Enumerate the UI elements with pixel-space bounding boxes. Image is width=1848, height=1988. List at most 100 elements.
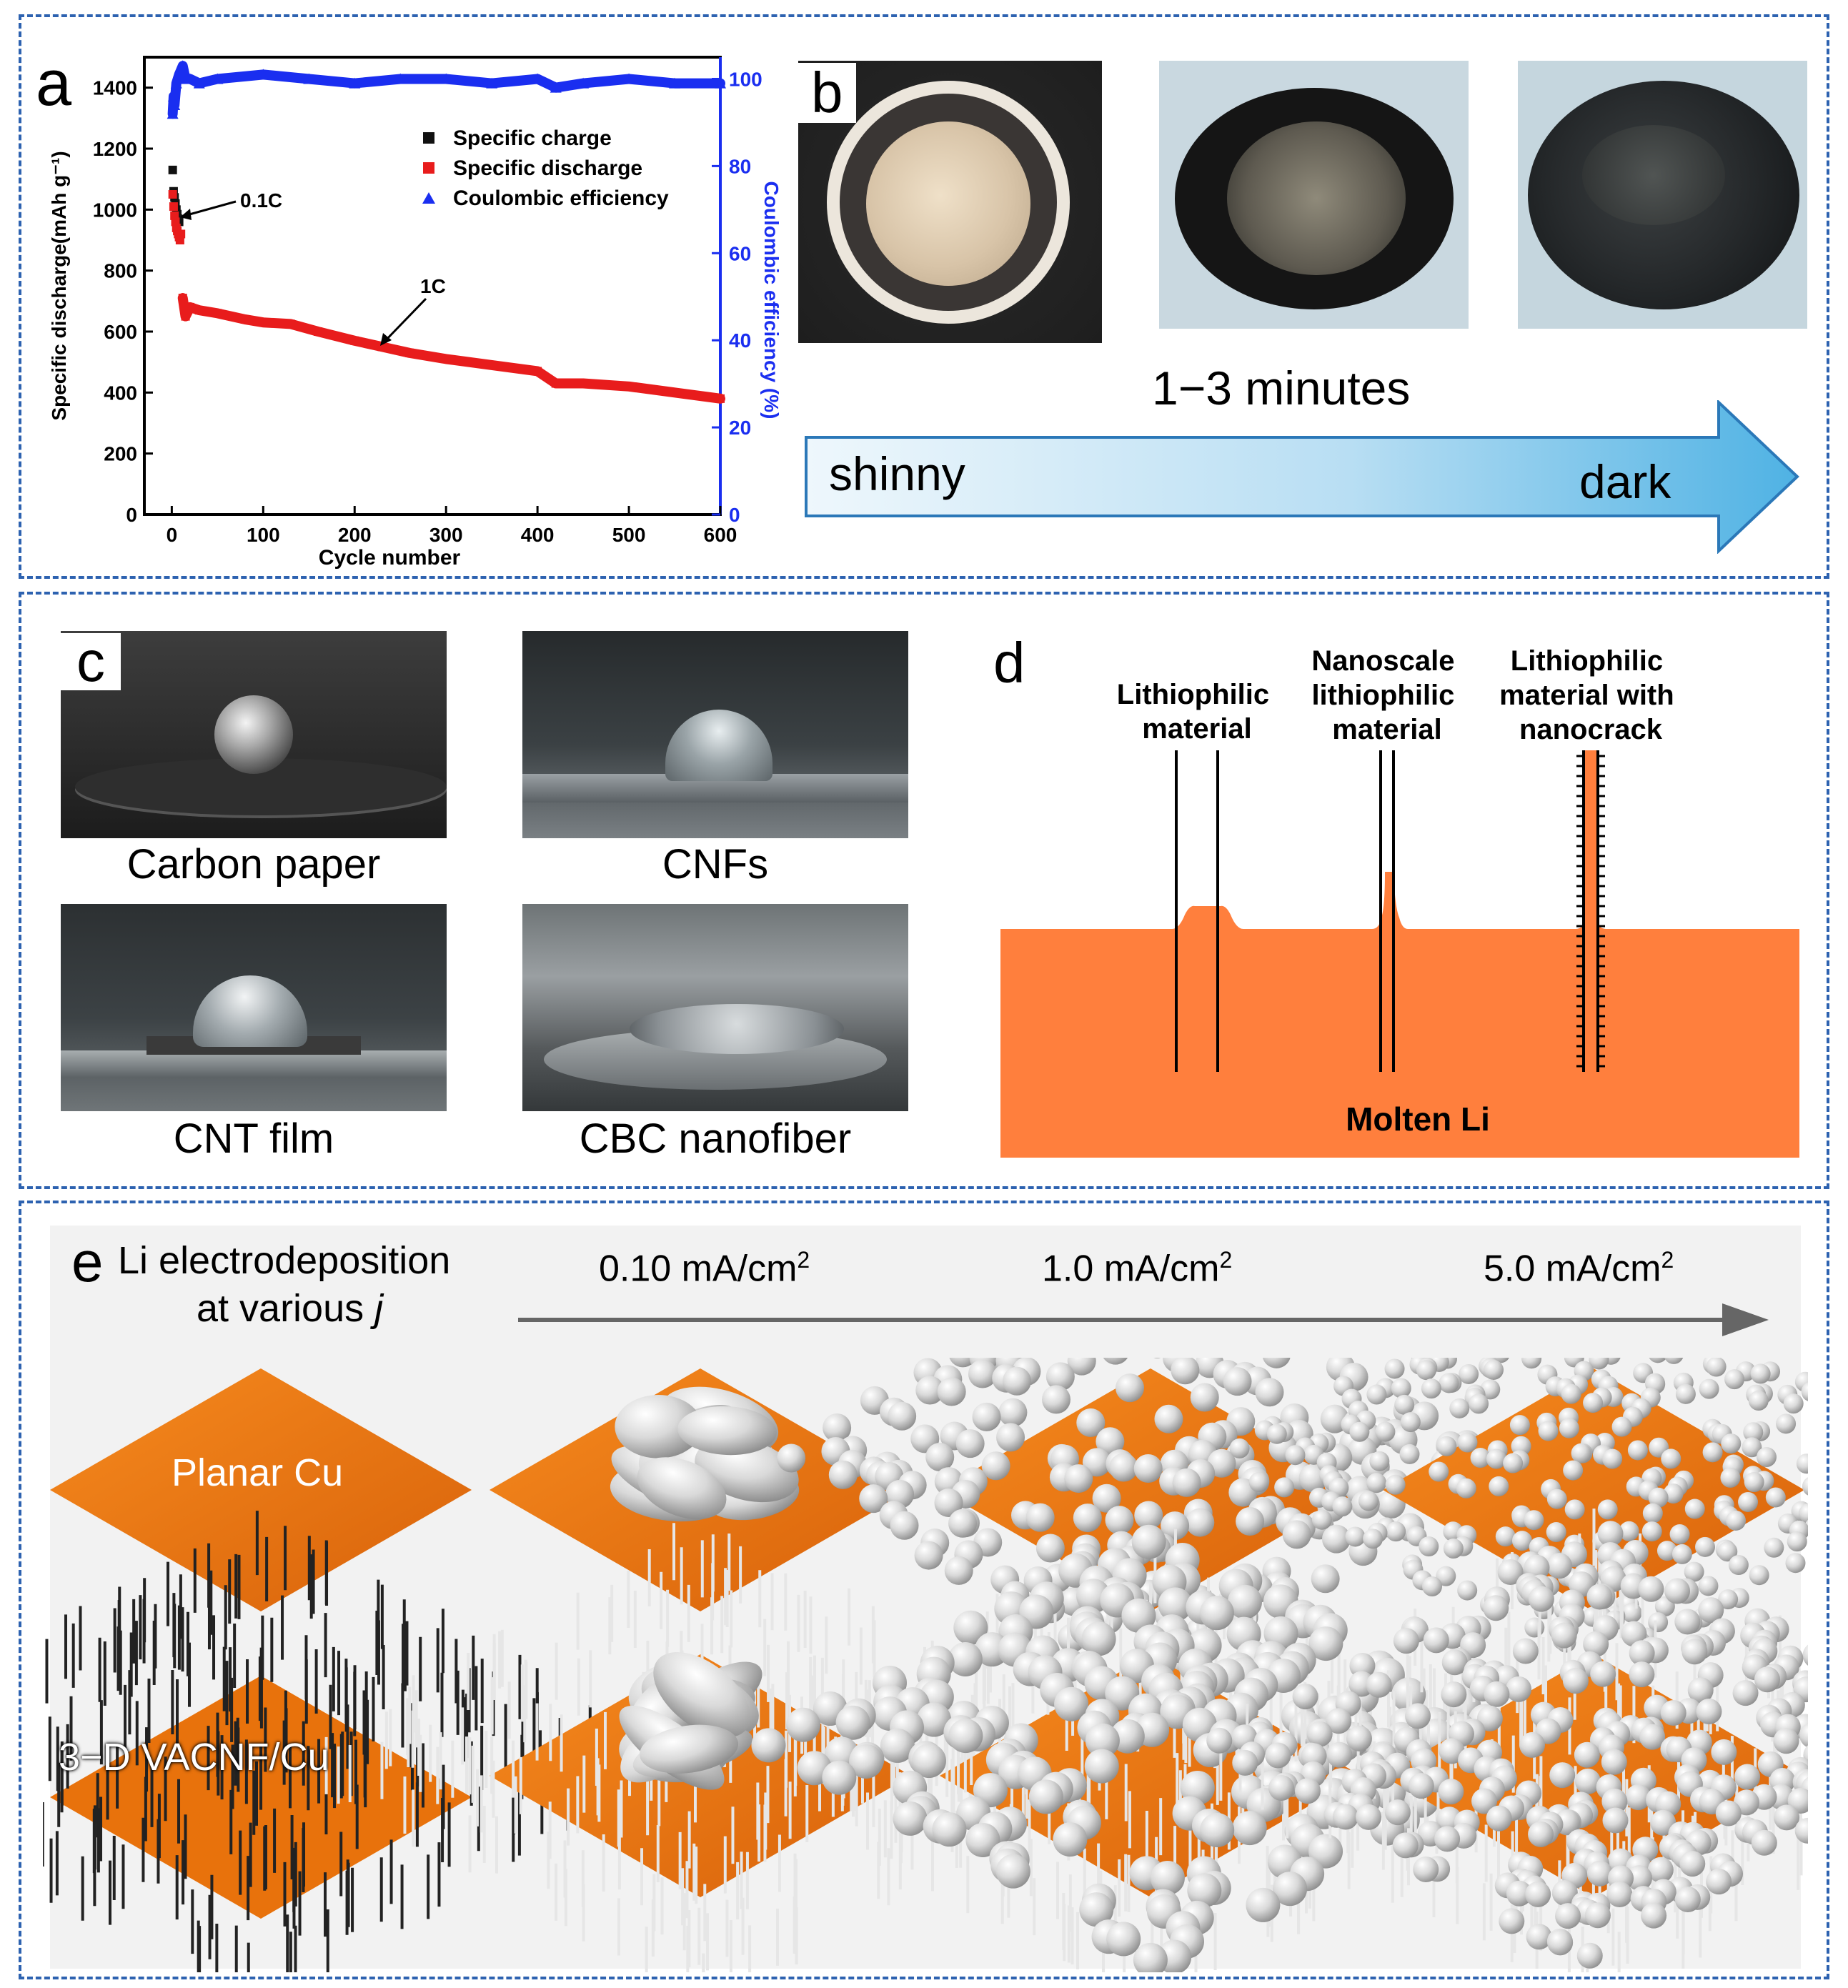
y2-tick-label: 60 <box>729 242 751 264</box>
tile-r0-c1 <box>490 1368 911 1611</box>
li-sphere <box>1611 1416 1632 1437</box>
li-sphere <box>1301 1743 1327 1769</box>
y-tick-label: 1000 <box>93 199 137 221</box>
li-sphere <box>1750 1363 1771 1384</box>
li-sphere <box>1273 1872 1308 1907</box>
li-sphere <box>1385 1474 1406 1495</box>
li-sphere <box>1743 1422 1764 1443</box>
li-sphere <box>1274 1477 1295 1498</box>
li-sphere <box>1423 1627 1449 1654</box>
li-sphere <box>1698 1597 1724 1624</box>
li-sphere <box>1664 1358 1684 1364</box>
legend-marker <box>423 132 434 144</box>
li-sphere <box>1171 1358 1200 1385</box>
dendrite <box>653 1651 750 1738</box>
li-sphere <box>1322 1524 1351 1554</box>
photo-c-cnfs <box>522 631 908 838</box>
li-sphere <box>1067 1358 1096 1376</box>
li-sphere <box>1648 1612 1669 1633</box>
panel-d-diagram: Lithiophilic material Nanoscale lithioph… <box>1000 645 1799 1158</box>
li-sphere <box>1519 1731 1546 1758</box>
li-sphere <box>1386 1521 1406 1542</box>
li-sphere <box>1436 1436 1457 1456</box>
li-sphere <box>1326 1708 1352 1734</box>
li-sphere <box>1232 1811 1267 1846</box>
li-sphere <box>1783 1393 1804 1414</box>
li-sphere <box>777 1443 806 1473</box>
li-sphere <box>1503 1453 1524 1473</box>
li-sphere <box>1084 1749 1119 1784</box>
panel-a-letter: a <box>36 48 72 119</box>
li-sphere <box>1660 1699 1686 1726</box>
legend-marker <box>422 192 435 204</box>
li-sphere <box>1583 1393 1604 1413</box>
li-sphere <box>1308 1626 1343 1661</box>
li-sphere <box>1392 1832 1419 1859</box>
li-sphere <box>1732 1680 1759 1706</box>
li-sphere <box>1728 1555 1749 1576</box>
li-sphere <box>972 1402 1001 1431</box>
li-sphere <box>1641 1521 1662 1542</box>
li-sphere <box>1627 1440 1648 1461</box>
li-sphere <box>948 1641 983 1676</box>
li-sphere <box>1285 1445 1306 1466</box>
li-sphere <box>1696 1699 1722 1725</box>
li-sphere <box>1563 1460 1584 1481</box>
li-sphere <box>828 1460 858 1489</box>
data-point <box>168 190 177 199</box>
data-point <box>177 229 186 239</box>
li-sphere <box>1429 1461 1449 1482</box>
li-sphere <box>1332 1804 1358 1830</box>
section-e <box>19 1201 1829 1979</box>
li-sphere <box>1489 1476 1509 1496</box>
li-sphere <box>1358 1491 1378 1511</box>
li-sphere <box>1443 1539 1464 1559</box>
li-sphere <box>1384 1799 1411 1826</box>
li-sphere <box>1255 1378 1284 1407</box>
label-d-molten-li: Molten Li <box>1346 1100 1490 1138</box>
li-sphere <box>1349 1652 1376 1679</box>
li-sphere <box>1246 1887 1281 1922</box>
li-sphere <box>1076 1408 1106 1437</box>
li-sphere <box>1161 1511 1190 1541</box>
li-sphere <box>1597 1499 1618 1520</box>
li-sphere <box>1499 1908 1525 1934</box>
li-sphere <box>1574 1741 1600 1768</box>
li-sphere <box>1282 1520 1311 1549</box>
li-sphere <box>1773 1728 1799 1754</box>
li-sphere <box>1262 1358 1291 1368</box>
li-sphere <box>1584 1902 1611 1929</box>
li-sphere <box>1638 1576 1664 1602</box>
panel-c-letter: c <box>61 633 121 690</box>
panel-b-arrow-start: shinny <box>829 447 965 500</box>
li-sphere <box>1699 1378 1719 1399</box>
li-sphere <box>1413 1856 1439 1882</box>
li-sphere <box>1439 1373 1459 1393</box>
label-c-cbc-nanofiber: CBC nanofiber <box>579 1115 852 1162</box>
li-sphere <box>823 1413 852 1443</box>
li-sphere <box>1706 1869 1732 1895</box>
li-sphere <box>1229 1438 1250 1458</box>
tile-r0-c3 <box>1229 1358 1808 1653</box>
current-arrow <box>518 1303 1769 1336</box>
li-sphere <box>1506 1880 1532 1907</box>
li-sphere <box>1796 1453 1808 1474</box>
li-sphere <box>1785 1553 1806 1574</box>
li-sphere <box>1028 1779 1063 1814</box>
li-sphere <box>1133 1454 1163 1483</box>
y-tick-label: 600 <box>104 321 137 343</box>
li-sphere <box>1597 1521 1624 1547</box>
li-sphere <box>1441 1681 1467 1708</box>
li-sphere <box>1206 1727 1233 1754</box>
li-sphere <box>822 1760 857 1795</box>
x-tick-label: 400 <box>521 524 555 546</box>
li-sphere <box>1528 1586 1554 1612</box>
li-sphere <box>1158 1587 1193 1622</box>
li-sphere <box>859 1484 888 1514</box>
li-sphere <box>1601 1749 1627 1775</box>
copper-substrate <box>50 1368 472 1611</box>
li-sphere <box>916 1702 951 1737</box>
li-sphere <box>1687 1677 1714 1704</box>
li-sphere <box>1103 1358 1128 1365</box>
li-sphere <box>1294 1778 1321 1804</box>
